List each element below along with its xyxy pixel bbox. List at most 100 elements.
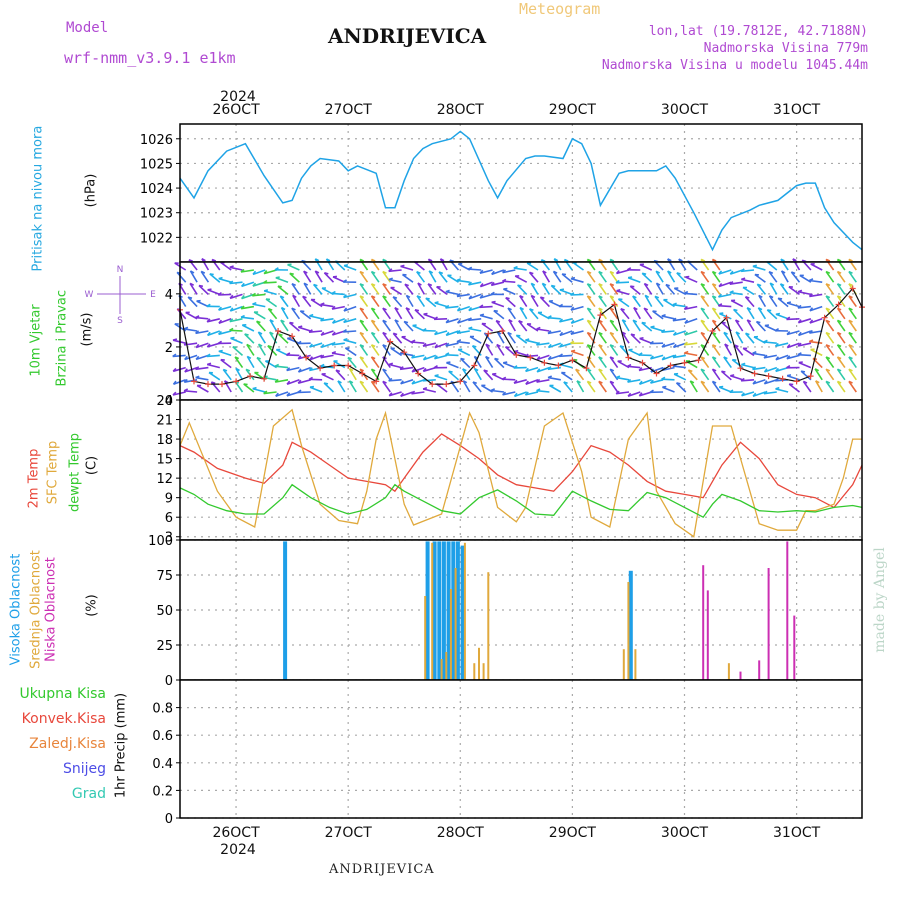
wind-arrow-head: [359, 331, 365, 335]
wind-arrow: [552, 270, 562, 283]
wind-arrow: [836, 319, 846, 332]
wind-arrow-head: [240, 268, 245, 273]
wind-arrow: [411, 354, 425, 359]
wind-arrow: [222, 369, 232, 381]
precip-panel: 0 0.2 0.4 0.6 0.8: [152, 679, 863, 827]
cloud-panel: 0 25 50 75 100: [148, 534, 863, 689]
wind-arrow: [825, 344, 835, 356]
wind-arrow: [218, 330, 232, 336]
wind-arrow: [485, 356, 494, 369]
wind-arrow: [240, 305, 255, 310]
wind-arrow: [800, 370, 812, 381]
wind-arrow: [263, 391, 277, 395]
wind-arrow-head: [609, 368, 615, 372]
wind-arrow: [620, 308, 630, 320]
wind-arrow-head: [445, 289, 450, 293]
wind-arrow: [427, 258, 437, 271]
wind-arrow: [718, 281, 732, 288]
wind-arrow: [507, 332, 516, 344]
wind-arrow: [297, 379, 311, 384]
wind-arrow-head: [411, 339, 416, 343]
wind-arrow-head: [490, 281, 495, 286]
wind-arrow-head: [297, 355, 302, 360]
wind-arrow: [479, 269, 493, 274]
wind-arrow-head: [302, 295, 307, 299]
wind-arrow: [392, 332, 403, 344]
wind-arrow: [644, 294, 653, 307]
wind-arrow-head: [570, 319, 575, 324]
wind-gust-mark: [779, 375, 786, 382]
wind-arrow-head: [359, 356, 365, 360]
wind-arrow: [344, 347, 357, 357]
wind-arrow-head: [183, 326, 189, 330]
wind-arrow: [468, 293, 482, 300]
wind-arrow-head: [700, 380, 706, 384]
y-tick-label: 0.8: [152, 702, 173, 717]
wind-arrow-head: [587, 344, 592, 348]
wind-arrow-head: [627, 276, 633, 279]
wind-arrow: [207, 330, 221, 337]
wind-arrow-head: [655, 270, 661, 274]
wind-arrow-head: [825, 368, 831, 372]
wind-arrow-head: [547, 366, 552, 370]
wind-arrow: [411, 379, 425, 385]
wind-arrow-head: [684, 319, 689, 324]
panel-background: [180, 540, 862, 680]
wind-arrow: [848, 307, 857, 320]
wind-arrow: [763, 354, 777, 359]
temp-sfc-line: [179, 408, 862, 538]
cloud-bar-high: [446, 541, 451, 680]
wind-arrow: [528, 308, 539, 320]
wind-arrow: [711, 307, 721, 320]
wind-arrow: [314, 270, 323, 283]
wind-arrow-head: [440, 258, 445, 262]
wind-arrow: [741, 269, 755, 273]
cloud-bar-low: [739, 671, 742, 680]
wind-arrow-head: [689, 380, 695, 384]
wind-arrow: [718, 386, 732, 393]
wind-gust-mark: [331, 362, 338, 369]
wind-arrow-head: [297, 340, 302, 345]
wind-arrow: [263, 290, 277, 296]
wind-arrow-head: [309, 356, 314, 361]
wind-arrow-head: [609, 356, 615, 360]
wind-arrow: [563, 381, 573, 393]
wind-arrow-head: [627, 378, 632, 383]
wind-arrow: [598, 368, 607, 381]
wind-arrow-head: [786, 343, 791, 349]
wind-arrow: [298, 326, 311, 332]
wind-arrow: [229, 281, 243, 285]
wind-arrow-head: [620, 307, 625, 311]
wind-arrow: [616, 269, 630, 275]
year-label-top: 2024: [220, 89, 256, 105]
wind-arrow: [256, 357, 266, 369]
wind-arrow-head: [712, 270, 717, 274]
footer-station: ANDRIJEVICA: [329, 862, 435, 877]
wind-gust-mark: [555, 362, 562, 369]
wind-arrow-head: [172, 367, 177, 372]
wind-arrow-head: [332, 275, 338, 278]
wind-arrow: [491, 301, 505, 308]
wind-arrow-head: [343, 294, 347, 299]
wind-arrow-head: [848, 270, 853, 274]
wind-arrow-head: [825, 295, 831, 299]
wind-arrow-head: [382, 344, 387, 348]
wind-arrow: [448, 370, 460, 381]
cloud-bar-low: [702, 565, 705, 680]
wind-gust-mark: [205, 381, 211, 388]
wind-arrow: [232, 346, 244, 356]
wind-arrow-head: [286, 367, 291, 372]
wind-arrow-head: [775, 386, 780, 390]
wind-arrow: [655, 282, 664, 295]
wind-arrow: [382, 344, 391, 356]
wind-arrow: [797, 305, 811, 309]
wind-arrow-head: [598, 368, 603, 372]
wind-arrow: [848, 356, 857, 369]
wind-arrow: [676, 272, 687, 283]
wind-arrow: [323, 382, 335, 393]
wind-arrow: [639, 263, 653, 271]
wind-arrow: [359, 295, 369, 308]
wind-arrow: [641, 272, 653, 283]
y-tick-label: 50: [156, 604, 173, 619]
wind-arrow: [663, 299, 675, 308]
